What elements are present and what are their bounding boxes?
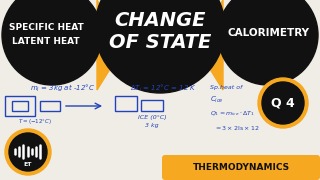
Bar bbox=[12, 101, 28, 111]
Circle shape bbox=[258, 78, 308, 128]
FancyBboxPatch shape bbox=[162, 155, 320, 180]
Text: LATENT HEAT: LATENT HEAT bbox=[12, 37, 80, 46]
Bar bbox=[5, 96, 35, 116]
Polygon shape bbox=[195, 0, 223, 90]
Text: Sp.heat of: Sp.heat of bbox=[210, 86, 242, 91]
Bar bbox=[141, 100, 163, 111]
Text: Q 4: Q 4 bbox=[271, 96, 295, 109]
Text: OF STATE: OF STATE bbox=[109, 33, 211, 51]
Circle shape bbox=[2, 0, 102, 85]
Text: ICE (0°C): ICE (0°C) bbox=[138, 116, 166, 120]
Bar bbox=[115, 96, 137, 111]
Circle shape bbox=[262, 82, 304, 124]
Text: 3 kg: 3 kg bbox=[145, 123, 159, 129]
Text: $m_i$ = 3kg at -12°C: $m_i$ = 3kg at -12°C bbox=[29, 82, 94, 94]
Text: $C_{ice}$: $C_{ice}$ bbox=[210, 95, 224, 105]
Text: SPECIFIC HEAT: SPECIFIC HEAT bbox=[9, 24, 84, 33]
Text: $= 3 \times 2\text{Is} \times 12$: $= 3 \times 2\text{Is} \times 12$ bbox=[214, 124, 260, 132]
Circle shape bbox=[5, 129, 51, 175]
Circle shape bbox=[9, 133, 47, 171]
Text: ET: ET bbox=[24, 161, 32, 166]
Text: $\Delta T_i$ = 12°C = 12 K: $\Delta T_i$ = 12°C = 12 K bbox=[130, 82, 196, 94]
Polygon shape bbox=[97, 0, 125, 90]
Circle shape bbox=[218, 0, 318, 85]
Text: CALORIMETRY: CALORIMETRY bbox=[227, 28, 309, 38]
Circle shape bbox=[95, 0, 225, 93]
Text: $Q_1 = m_{ice} \cdot \Delta T_1$: $Q_1 = m_{ice} \cdot \Delta T_1$ bbox=[210, 110, 255, 118]
Text: CHANGE: CHANGE bbox=[114, 10, 206, 30]
Text: THERMODYNAMICS: THERMODYNAMICS bbox=[192, 163, 290, 172]
Bar bbox=[40, 101, 60, 111]
Text: $T = (-12°C)$: $T = (-12°C)$ bbox=[18, 118, 52, 127]
